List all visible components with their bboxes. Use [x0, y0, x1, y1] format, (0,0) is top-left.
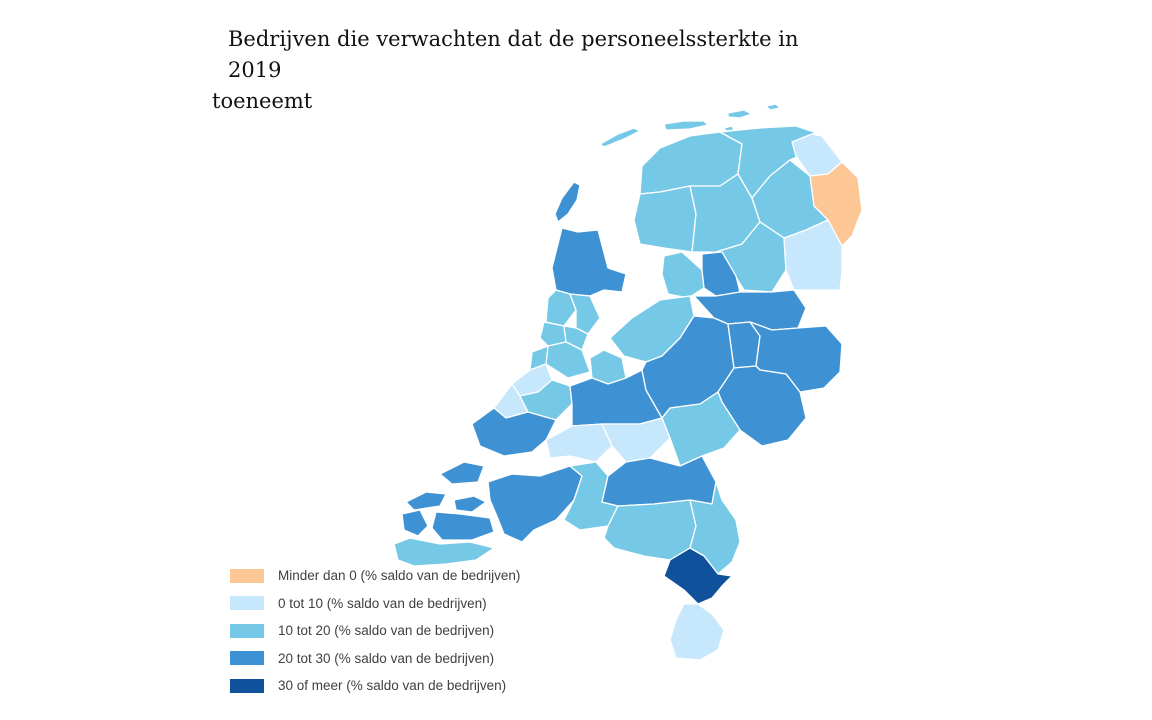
region-goeree-overflakkee[interactable]	[439, 461, 485, 485]
region-rotterdam[interactable]	[471, 407, 557, 457]
region-zuidoost-drenthe[interactable]	[783, 219, 843, 291]
region-midden-limburg[interactable]	[663, 547, 733, 605]
region-zuid-beveland[interactable]	[431, 511, 495, 541]
legend-label: 10 tot 20 (% saldo van de bedrijven)	[278, 623, 495, 639]
legend-swatch-30-of-meer	[230, 678, 264, 693]
region-west-brabant[interactable]	[487, 465, 583, 543]
legend-label: Minder dan 0 (% saldo van de bedrijven)	[278, 568, 521, 584]
legend-item-minder-dan-0: Minder dan 0 (% saldo van de bedrijven)	[230, 562, 520, 590]
region-walcheren[interactable]	[401, 509, 429, 537]
region-schiermonnikoog[interactable]	[765, 103, 781, 111]
region-noord-beveland[interactable]	[453, 495, 487, 513]
map-title-line-1: Bedrijven die verwachten dat de personee…	[228, 27, 799, 82]
region-noord-limburg[interactable]	[689, 481, 741, 575]
region-schouwen[interactable]	[405, 491, 447, 511]
map-title-line-2: toeneemt	[212, 89, 313, 113]
legend-swatch-10-tot-20	[230, 623, 264, 638]
map-title: Bedrijven die verwachten dat de personee…	[212, 24, 852, 117]
legend-swatch-20-tot-30	[230, 651, 264, 666]
region-arnhem-nijmegen[interactable]	[661, 391, 741, 467]
region-zeeuws-vlaanderen[interactable]	[393, 537, 495, 567]
legend-label: 0 tot 10 (% saldo van de bedrijven)	[278, 595, 487, 611]
region-texel[interactable]	[554, 181, 581, 223]
legend: Minder dan 0 (% saldo van de bedrijven) …	[230, 562, 520, 700]
region-noordoostpolder[interactable]	[661, 251, 705, 299]
region-rivierenland[interactable]	[601, 417, 671, 463]
region-friesland-southwest[interactable]	[633, 185, 697, 253]
legend-item-20-tot-30: 20 tot 30 (% saldo van de bedrijven)	[230, 645, 520, 673]
legend-swatch-0-tot-10	[230, 596, 264, 611]
region-vlieland[interactable]	[599, 127, 641, 148]
legend-item-0-tot-10: 0 tot 10 (% saldo van de bedrijven)	[230, 590, 520, 618]
legend-label: 20 tot 30 (% saldo van de bedrijven)	[278, 650, 495, 666]
region-zuid-limburg[interactable]	[669, 603, 725, 661]
region-noordoost-brabant[interactable]	[601, 455, 717, 507]
region-kop-van-noord-holland[interactable]	[551, 227, 627, 297]
region-dordrecht-zuid-holland-zuid[interactable]	[545, 423, 613, 463]
legend-item-30-of-meer: 30 of meer (% saldo van de bedrijven)	[230, 672, 520, 700]
region-ameland[interactable]	[727, 109, 753, 119]
legend-item-10-tot-20: 10 tot 20 (% saldo van de bedrijven)	[230, 617, 520, 645]
region-zuidoost-brabant[interactable]	[603, 499, 697, 561]
legend-label: 30 of meer (% saldo van de bedrijven)	[278, 678, 507, 694]
region-terschelling[interactable]	[663, 120, 709, 131]
legend-swatch-minder-dan-0	[230, 568, 264, 583]
